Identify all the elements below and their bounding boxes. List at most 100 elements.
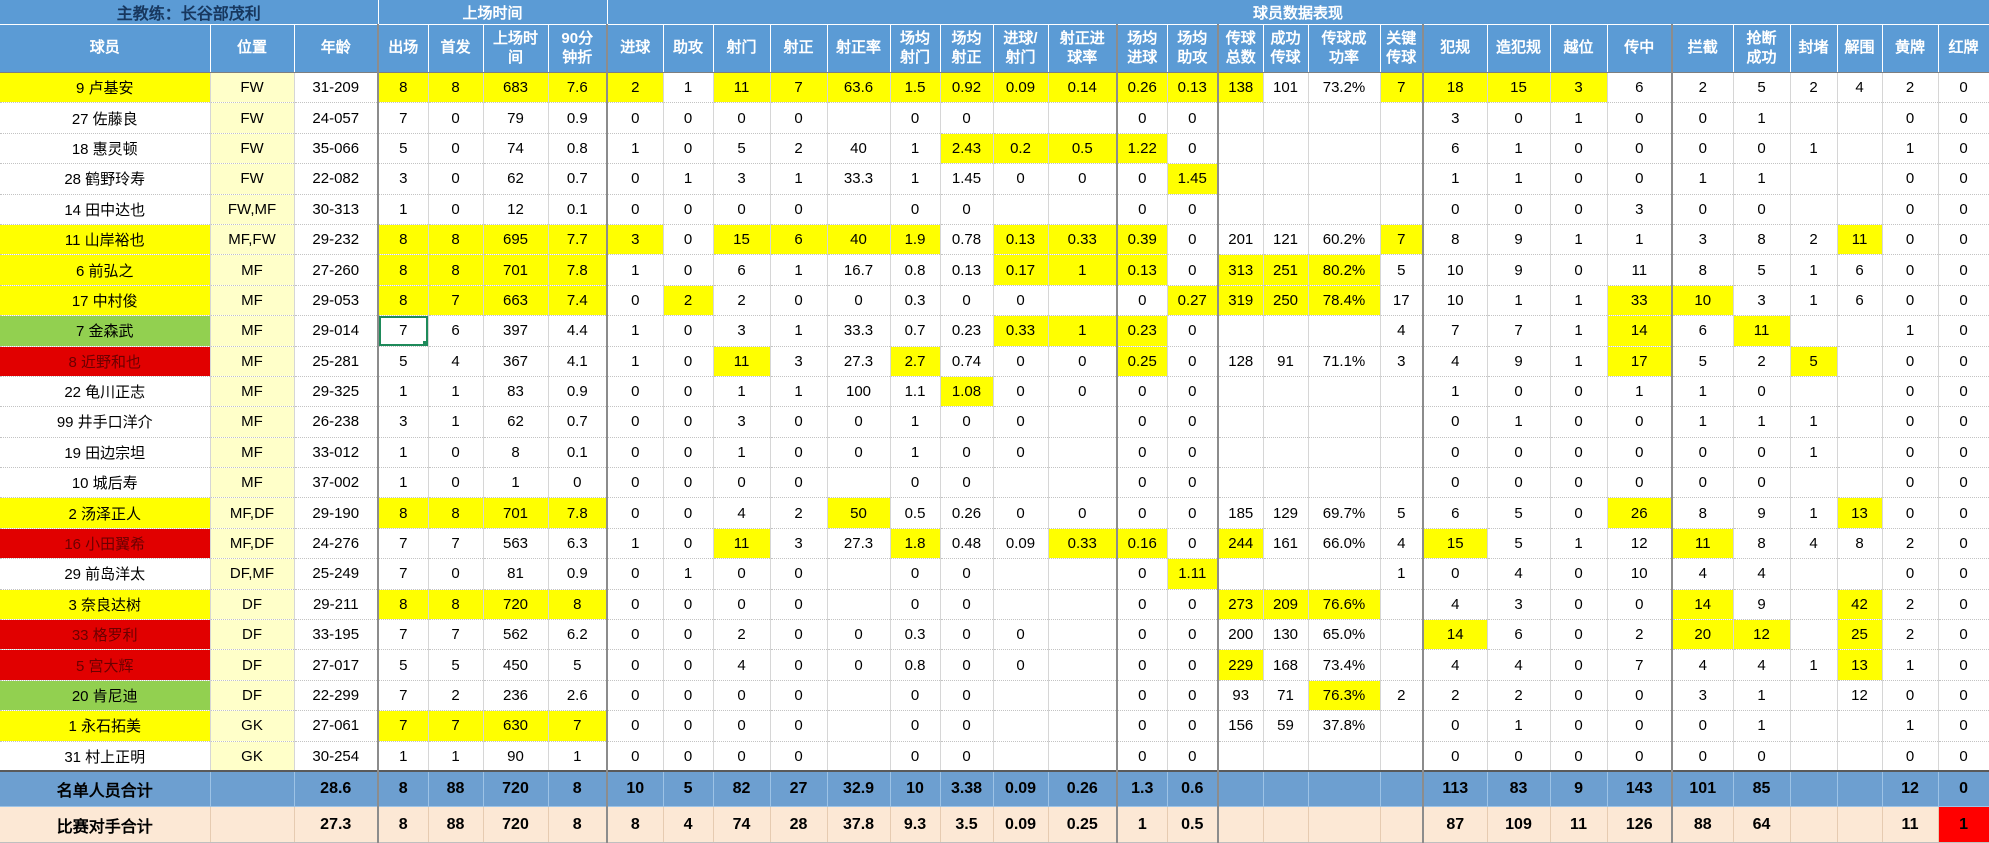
stat-cell[interactable]	[1048, 649, 1119, 681]
stat-cell[interactable]: 0	[1882, 194, 1939, 225]
stat-cell[interactable]: 0	[1117, 589, 1168, 621]
totals-cell[interactable]: 32.9	[827, 770, 891, 808]
stat-cell[interactable]: 0	[663, 497, 714, 529]
stat-cell[interactable]: 0	[1733, 194, 1791, 225]
stat-cell[interactable]	[1048, 680, 1119, 712]
stat-cell[interactable]: 0	[1167, 467, 1220, 499]
stat-cell[interactable]: 6.3	[548, 528, 609, 560]
stat-cell[interactable]: 0	[1550, 741, 1608, 772]
stat-cell[interactable]: 0.3	[890, 619, 941, 651]
stat-cell[interactable]: 0	[1117, 710, 1168, 742]
stat-cell[interactable]: 563	[483, 528, 549, 560]
stat-cell[interactable]: 0	[1607, 467, 1674, 499]
stat-cell[interactable]: 0	[1550, 254, 1608, 286]
stat-cell[interactable]: 7	[1607, 649, 1674, 681]
stat-cell[interactable]: 1	[1733, 163, 1791, 195]
age-cell[interactable]: 27-260	[294, 254, 379, 286]
stat-cell[interactable]	[1308, 376, 1381, 408]
stat-cell[interactable]: 1	[713, 376, 771, 408]
totals-cell[interactable]: 0.09	[993, 770, 1049, 808]
stat-cell[interactable]: 0.7	[890, 315, 941, 347]
stat-cell[interactable]: 5	[1672, 346, 1734, 377]
position-cell[interactable]: DF	[210, 619, 295, 651]
stat-cell[interactable]: 0	[1882, 346, 1939, 377]
stat-cell[interactable]: 128	[1218, 346, 1264, 377]
stat-cell[interactable]: 8	[548, 589, 609, 621]
stat-cell[interactable]: 3	[713, 315, 771, 347]
col-header-offsides[interactable]: 越位	[1550, 24, 1608, 73]
stat-cell[interactable]	[1790, 680, 1838, 712]
age-cell[interactable]: 31-209	[294, 72, 379, 104]
age-cell[interactable]: 27-061	[294, 710, 379, 742]
stat-cell[interactable]: 2	[607, 72, 664, 104]
stat-cell[interactable]: 1	[378, 437, 429, 469]
stat-cell[interactable]: 0	[1882, 406, 1939, 438]
stat-cell[interactable]: 5	[378, 649, 429, 681]
player-name-cell[interactable]: 14 田中达也	[0, 194, 211, 225]
stat-cell[interactable]: 0	[663, 376, 714, 408]
totals-cell[interactable]: 11	[1550, 806, 1608, 843]
col-header-blocks[interactable]: 封堵	[1790, 24, 1838, 73]
stat-cell[interactable]: 0.5	[1048, 133, 1119, 165]
stat-cell[interactable]: 1	[1790, 285, 1838, 317]
stat-cell[interactable]: 0	[607, 619, 664, 651]
stat-cell[interactable]: 1	[1487, 285, 1551, 317]
stat-cell[interactable]: 27.3	[827, 346, 891, 377]
stat-cell[interactable]: 3	[770, 528, 828, 560]
stat-cell[interactable]: 100	[827, 376, 891, 408]
stat-cell[interactable]: 0.1	[548, 194, 609, 225]
totals-cell[interactable]: 0	[1938, 770, 1989, 808]
stat-cell[interactable]: 65.0%	[1308, 619, 1381, 651]
stat-cell[interactable]: 1	[378, 376, 429, 408]
stat-cell[interactable]: 12	[1607, 528, 1674, 560]
stat-cell[interactable]: 3	[1380, 346, 1425, 377]
stat-cell[interactable]	[1308, 315, 1381, 347]
stat-cell[interactable]	[1790, 315, 1838, 347]
player-name-cell[interactable]: 16 小田翼希	[0, 528, 211, 560]
stat-cell[interactable]: 6	[1837, 285, 1883, 317]
stat-cell[interactable]: 0	[770, 285, 828, 317]
stat-cell[interactable]: 14	[1672, 589, 1734, 621]
stat-cell[interactable]	[1380, 133, 1425, 165]
stat-cell[interactable]	[1263, 741, 1309, 772]
stat-cell[interactable]: 0	[1117, 194, 1168, 225]
stat-cell[interactable]: 0	[1938, 194, 1989, 225]
stat-cell[interactable]	[1837, 741, 1883, 772]
stat-cell[interactable]: 0.13	[940, 254, 994, 286]
stat-cell[interactable]: 6	[1837, 254, 1883, 286]
stat-cell[interactable]: 14	[1607, 315, 1674, 347]
stat-cell[interactable]: 1	[770, 315, 828, 347]
stat-cell[interactable]: 0.13	[1167, 72, 1220, 104]
stat-cell[interactable]	[1380, 437, 1425, 469]
stat-cell[interactable]: 130	[1263, 619, 1309, 651]
col-header-goals-per-shot[interactable]: 进球/ 射门	[993, 24, 1049, 73]
stat-cell[interactable]	[1048, 589, 1119, 621]
stat-cell[interactable]: 2	[770, 133, 828, 165]
stat-cell[interactable]: 0	[1550, 589, 1608, 621]
stat-cell[interactable]: 450	[483, 649, 549, 681]
stat-cell[interactable]: 0	[1938, 406, 1989, 438]
stat-cell[interactable]: 25	[1837, 619, 1883, 651]
stat-cell[interactable]: 42	[1837, 589, 1883, 621]
stat-cell[interactable]: 397	[483, 315, 549, 347]
stat-cell[interactable]: 79	[483, 102, 549, 134]
stat-cell[interactable]: 8	[1672, 497, 1734, 529]
stat-cell[interactable]: 0.7	[548, 163, 609, 195]
col-header-clearances[interactable]: 解围	[1837, 24, 1883, 73]
totals-cell[interactable]: 83	[1487, 770, 1551, 808]
stat-cell[interactable]: 0	[607, 710, 664, 742]
stat-cell[interactable]: 78.4%	[1308, 285, 1381, 317]
stat-cell[interactable]: 0	[1117, 467, 1168, 499]
stat-cell[interactable]: 1	[1672, 376, 1734, 408]
stat-cell[interactable]: 0	[663, 194, 714, 225]
stat-cell[interactable]: 3	[713, 163, 771, 195]
stat-cell[interactable]: 0	[428, 437, 484, 469]
stat-cell[interactable]: 9	[1487, 346, 1551, 377]
col-header-goals-per-game[interactable]: 场均 进球	[1117, 24, 1168, 73]
totals-cell[interactable]: 10	[890, 770, 941, 808]
stat-cell[interactable]	[1790, 376, 1838, 408]
stat-cell[interactable]: 0	[1882, 467, 1939, 499]
stat-cell[interactable]	[1790, 619, 1838, 651]
stat-cell[interactable]: 0	[1048, 346, 1119, 377]
stat-cell[interactable]: 0	[993, 285, 1049, 317]
